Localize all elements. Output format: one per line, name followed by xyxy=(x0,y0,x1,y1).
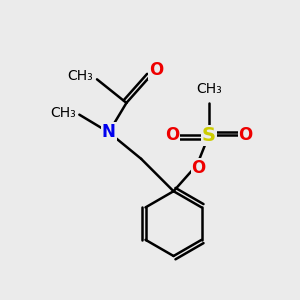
Text: O: O xyxy=(238,126,253,144)
Text: O: O xyxy=(191,159,206,177)
Text: O: O xyxy=(165,126,179,144)
Text: N: N xyxy=(102,123,116,141)
Text: CH₃: CH₃ xyxy=(196,82,222,95)
Text: S: S xyxy=(202,126,216,145)
Text: CH₃: CH₃ xyxy=(67,69,93,83)
Text: O: O xyxy=(149,61,163,80)
Text: CH₃: CH₃ xyxy=(51,106,76,120)
